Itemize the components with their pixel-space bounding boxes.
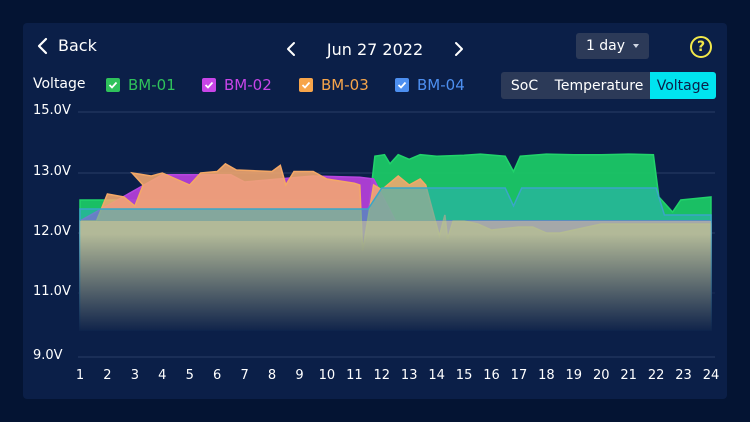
back-label: Back [58,36,97,55]
x-axis-label: 9 [295,368,304,383]
x-axis-label: 10 [318,368,336,383]
caret-down-icon [633,44,640,48]
legend-item-bm01[interactable]: BM-01 [106,76,176,94]
x-axis-label: 6 [213,368,222,383]
chevron-left-icon [37,37,48,54]
chevron-right-icon [455,42,463,56]
x-axis-label: 16 [483,368,500,383]
x-axis-label: 21 [620,368,637,383]
tab-voltage[interactable]: Voltage [650,72,716,99]
x-axis-label: 2 [103,368,112,383]
x-axis-label: 22 [647,368,665,383]
y-axis-label: 15.0V [33,103,71,118]
checkbox-checked-icon[interactable] [202,78,216,92]
x-axis-label: 3 [130,368,139,383]
x-axis-label: 13 [400,368,418,383]
checkbox-checked-icon[interactable] [106,78,120,92]
legend-label: BM-02 [224,76,272,94]
x-axis-label: 17 [510,368,528,383]
help-icon: ? [696,39,706,55]
x-axis-label: 14 [428,368,445,383]
range-value: 1 day [585,38,626,54]
date-navigator: Jun 27 2022 [283,36,467,62]
help-button[interactable]: ? [690,36,712,58]
tab-soc[interactable]: SoC [510,77,539,94]
chevron-left-icon [287,42,295,56]
y-axis-label: 13.0V [33,164,71,179]
next-day-button[interactable] [451,38,467,60]
y-axis-label: 9.0V [33,348,63,363]
legend-label: BM-01 [128,76,176,94]
x-axis-label: 1 [75,368,85,383]
x-axis-label: 4 [158,368,167,383]
checkbox-checked-icon[interactable] [395,78,409,92]
current-date: Jun 27 2022 [326,39,424,59]
x-axis-label: 5 [185,368,194,383]
x-axis-label: 7 [240,368,249,383]
metric-tabs: SoC Temperature Voltage [501,72,716,99]
y-axis-label: 12.0V [33,224,71,239]
legend-label: BM-04 [417,76,465,94]
legend-label: BM-03 [321,76,369,94]
x-axis-label: 24 [702,368,720,383]
x-axis-label: 11 [346,368,363,383]
back-button[interactable]: Back [36,36,97,55]
checkbox-checked-icon[interactable] [299,78,313,92]
legend-item-bm03[interactable]: BM-03 [299,76,369,94]
x-axis-label: 23 [675,368,692,383]
x-axis-label: 8 [267,368,277,383]
metric-label: Voltage [33,76,86,92]
x-axis-label: 12 [373,368,391,383]
y-axis-label: 11.0V [33,284,71,299]
x-axis-label: 18 [538,368,555,383]
x-axis-label: 19 [565,368,583,383]
prev-day-button[interactable] [283,38,299,60]
range-dropdown[interactable]: 1 day [576,33,649,59]
legend-item-bm04[interactable]: BM-04 [395,76,465,94]
tab-temperature[interactable]: Temperature [554,77,644,94]
legend-item-bm02[interactable]: BM-02 [202,76,272,94]
x-axis-label: 15 [455,368,473,383]
x-axis-label: 20 [592,368,610,383]
